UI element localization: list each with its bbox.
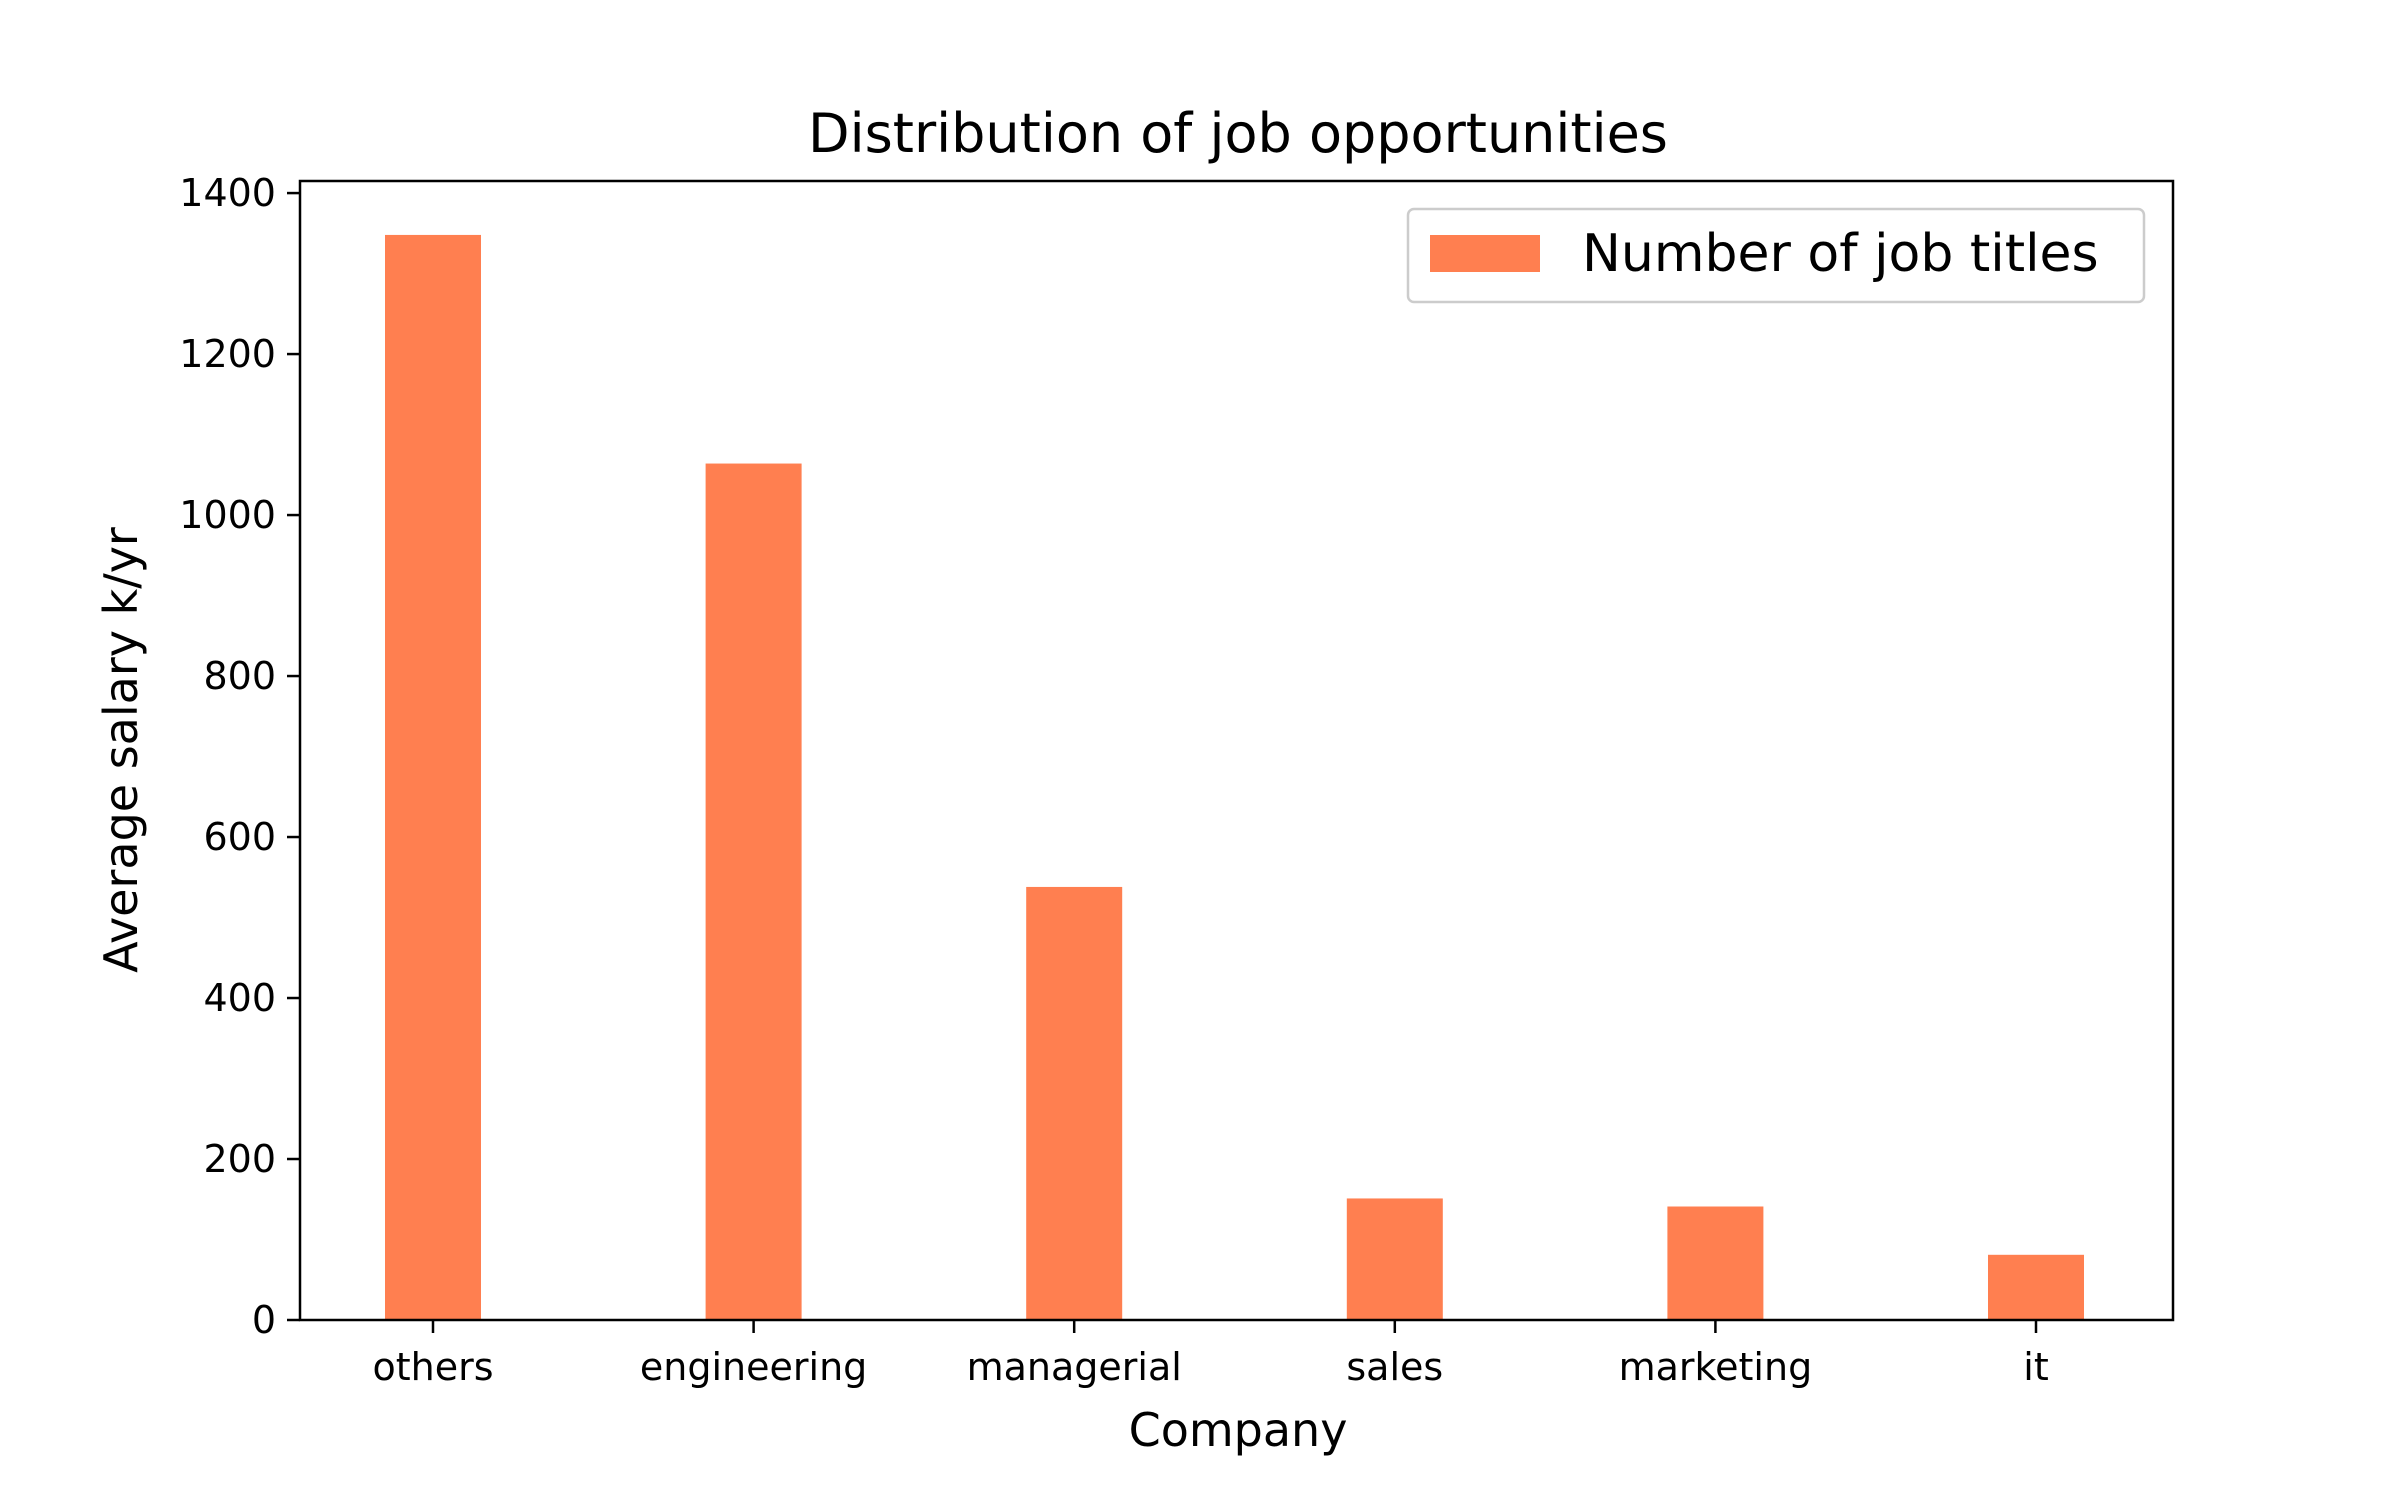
y-tick-label: 200 xyxy=(203,1137,276,1181)
bar-sales xyxy=(1346,1198,1443,1320)
bar-engineering xyxy=(705,463,802,1321)
y-axis-ticks: 0 200 400 600 800 1000 1200 1400 xyxy=(179,171,300,1342)
bar-managerial xyxy=(1026,886,1123,1320)
legend-label: Number of job titles xyxy=(1582,224,2099,284)
bar-it xyxy=(1988,1254,2084,1320)
y-tick-label: 1000 xyxy=(179,493,276,537)
x-tick-label-managerial: managerial xyxy=(967,1345,1182,1389)
x-axis-ticks: others engineering managerial sales marketin… xyxy=(372,1320,2049,1389)
legend-swatch xyxy=(1430,235,1540,272)
bars-group xyxy=(385,234,2084,1321)
plot-frame xyxy=(298,179,2175,1322)
chart-title: Distribution of job opportunities xyxy=(808,102,1668,165)
y-tick-label: 800 xyxy=(203,654,276,698)
bar-others xyxy=(385,234,481,1321)
y-tick-label: 0 xyxy=(252,1298,276,1342)
x-tick-label-sales: sales xyxy=(1346,1345,1443,1389)
bar-marketing xyxy=(1667,1206,1764,1320)
x-tick-label-engineering: engineering xyxy=(640,1345,867,1389)
legend: Number of job titles xyxy=(1406,207,2146,304)
y-tick-label: 1200 xyxy=(179,332,276,376)
y-tick-label: 1400 xyxy=(179,171,276,215)
x-tick-label-marketing: marketing xyxy=(1619,1345,1813,1389)
x-axis-label: Company xyxy=(1129,1403,1348,1457)
x-tick-label-it: it xyxy=(2023,1345,2048,1389)
y-tick-label: 400 xyxy=(203,976,276,1020)
legend-box xyxy=(1406,207,2146,304)
y-tick-label: 600 xyxy=(203,815,276,859)
x-tick-label-others: others xyxy=(372,1345,493,1389)
y-axis-label: Average salary k/yr xyxy=(94,527,148,973)
